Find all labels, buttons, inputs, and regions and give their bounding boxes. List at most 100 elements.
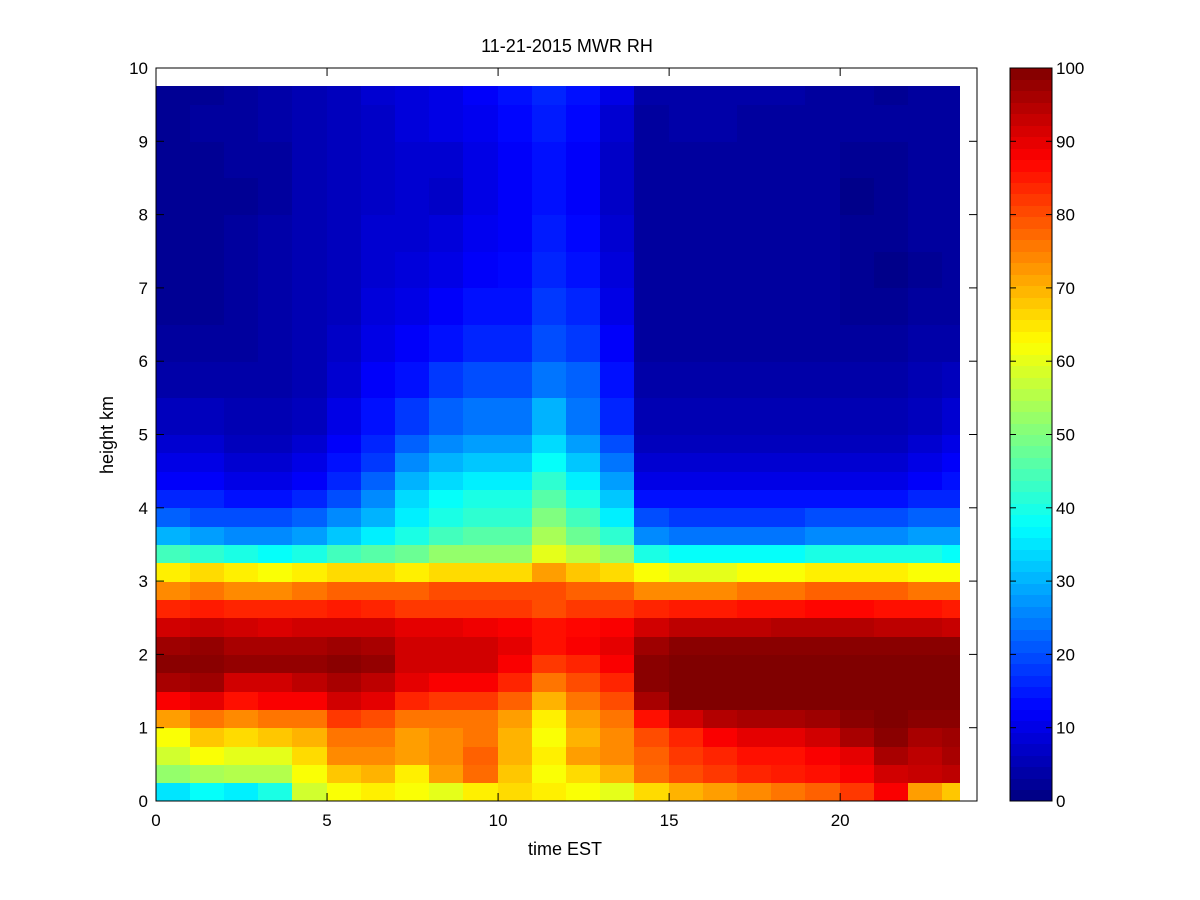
heatmap-cell bbox=[190, 782, 225, 801]
heatmap-cell bbox=[395, 507, 430, 527]
heatmap-cell bbox=[703, 251, 738, 288]
heatmap-cell bbox=[942, 672, 960, 692]
heatmap-cell bbox=[874, 397, 909, 435]
heatmap-cell bbox=[498, 489, 533, 508]
heatmap-cell bbox=[429, 104, 464, 142]
heatmap-cell bbox=[327, 691, 362, 710]
colorbar-swatch bbox=[1010, 68, 1052, 80]
heatmap-cell bbox=[840, 214, 875, 252]
heatmap-cell bbox=[634, 599, 670, 618]
heatmap-cell bbox=[292, 471, 328, 490]
heatmap-cell bbox=[395, 452, 430, 472]
heatmap-cell bbox=[771, 654, 806, 673]
heatmap-cell bbox=[703, 177, 738, 215]
heatmap-cell bbox=[429, 562, 464, 582]
heatmap-cell bbox=[327, 562, 362, 582]
colorbar-swatch bbox=[1010, 251, 1052, 263]
heatmap-cell bbox=[908, 654, 943, 673]
heatmap-cell bbox=[737, 251, 772, 288]
heatmap-cell bbox=[395, 581, 430, 600]
colorbar-swatch bbox=[1010, 583, 1052, 595]
heatmap-cell bbox=[292, 104, 328, 142]
colorbar-swatch bbox=[1010, 766, 1052, 779]
x-tick-label: 5 bbox=[322, 811, 331, 830]
colorbar-swatch bbox=[1010, 491, 1052, 504]
heatmap-cell bbox=[429, 489, 464, 508]
heatmap-cell bbox=[840, 141, 875, 178]
heatmap-cell bbox=[395, 599, 430, 618]
heatmap-cell bbox=[634, 141, 670, 178]
heatmap-cell bbox=[771, 397, 806, 435]
heatmap-cell bbox=[634, 507, 670, 527]
heatmap-cell bbox=[737, 214, 772, 252]
heatmap-cell bbox=[498, 434, 533, 453]
heatmap-cell bbox=[737, 507, 772, 527]
heatmap-cell bbox=[669, 287, 704, 325]
colorbar-swatch bbox=[1010, 629, 1052, 641]
heatmap-cell bbox=[327, 287, 362, 325]
colorbar-swatch bbox=[1010, 526, 1052, 538]
heatmap-cell bbox=[771, 507, 806, 527]
heatmap-cell bbox=[395, 764, 430, 783]
heatmap-cell bbox=[532, 654, 567, 673]
heatmap-cell bbox=[327, 214, 362, 252]
heatmap-cell bbox=[600, 654, 635, 673]
heatmap-cell bbox=[600, 177, 635, 215]
colorbar-swatch bbox=[1010, 285, 1052, 298]
heatmap-cell bbox=[361, 471, 396, 490]
heatmap-cell bbox=[532, 434, 567, 453]
colorbar-swatch bbox=[1010, 480, 1052, 492]
heatmap-cell bbox=[498, 746, 533, 765]
heatmap-cell bbox=[395, 397, 430, 435]
heatmap-cell bbox=[258, 599, 293, 618]
heatmap-cell bbox=[908, 727, 943, 747]
heatmap-cell bbox=[463, 324, 499, 362]
heatmap-cell bbox=[190, 489, 225, 508]
heatmap-cell bbox=[224, 489, 259, 508]
heatmap-cell bbox=[771, 361, 806, 398]
colorbar-swatch bbox=[1010, 514, 1052, 527]
heatmap-cell bbox=[840, 471, 875, 490]
heatmap-cell bbox=[463, 507, 499, 527]
heatmap-cell bbox=[737, 562, 772, 582]
colorbar-swatch bbox=[1010, 239, 1052, 252]
heatmap-cell bbox=[258, 214, 293, 252]
heatmap-cell bbox=[327, 544, 362, 563]
colorbar-swatch bbox=[1010, 365, 1052, 378]
heatmap-cell bbox=[190, 562, 225, 582]
heatmap-cell bbox=[737, 782, 772, 801]
heatmap-cell bbox=[292, 562, 328, 582]
heatmap-cell bbox=[840, 489, 875, 508]
heatmap-cell bbox=[156, 617, 191, 637]
heatmap-cell bbox=[840, 177, 875, 215]
heatmap-cell bbox=[224, 727, 259, 747]
colorbar-swatch bbox=[1010, 720, 1052, 733]
heatmap-cell bbox=[292, 709, 328, 728]
heatmap-cell bbox=[566, 214, 601, 252]
heatmap-cell bbox=[634, 452, 670, 472]
heatmap-cell bbox=[224, 507, 259, 527]
heatmap-cell bbox=[634, 471, 670, 490]
heatmap-cell bbox=[498, 544, 533, 563]
heatmap-cell bbox=[532, 251, 567, 288]
heatmap-cell bbox=[566, 324, 601, 362]
heatmap-cell bbox=[190, 177, 225, 215]
heatmap-cell bbox=[498, 177, 533, 215]
heatmap-cell bbox=[600, 727, 635, 747]
heatmap-cell bbox=[498, 636, 533, 655]
colorbar-swatch bbox=[1010, 468, 1052, 481]
heatmap-cell bbox=[498, 507, 533, 527]
heatmap-cell bbox=[429, 544, 464, 563]
heatmap-cell bbox=[395, 672, 430, 692]
heatmap-cell bbox=[771, 672, 806, 692]
heatmap-cell bbox=[258, 397, 293, 435]
heatmap-cell bbox=[942, 86, 960, 105]
heatmap-cell bbox=[669, 397, 704, 435]
heatmap-cell bbox=[327, 489, 362, 508]
heatmap-cell bbox=[942, 507, 960, 527]
heatmap-cell bbox=[327, 177, 362, 215]
heatmap-cell bbox=[463, 452, 499, 472]
heatmap-cell bbox=[600, 251, 635, 288]
heatmap-cell bbox=[327, 672, 362, 692]
